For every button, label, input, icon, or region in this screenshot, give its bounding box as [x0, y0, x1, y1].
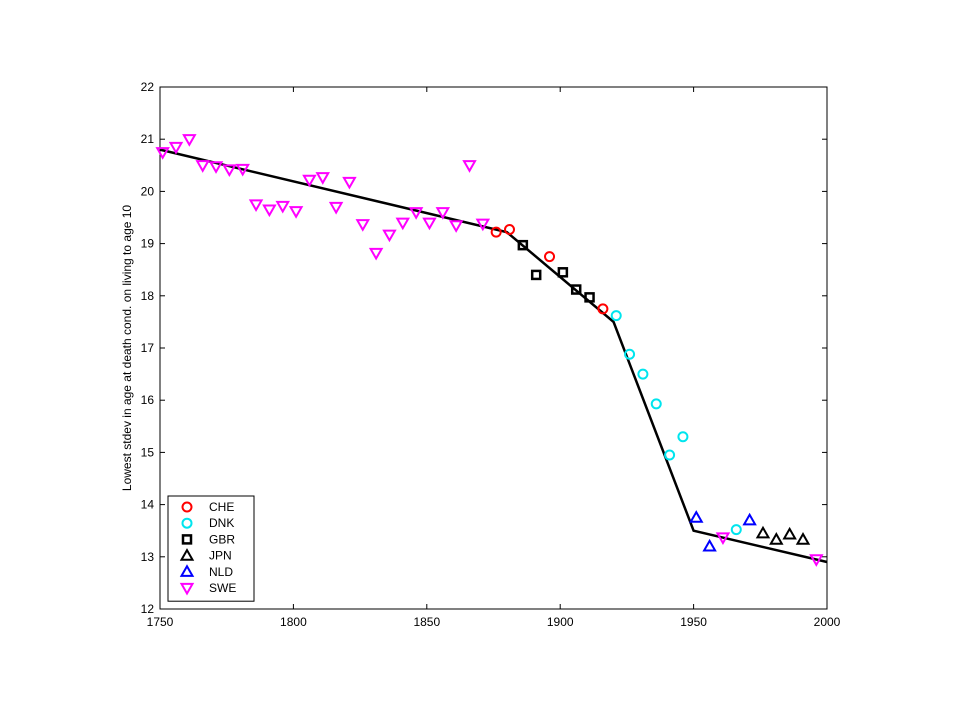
data-point-swe — [248, 199, 264, 212]
legend-marker-nld — [179, 564, 195, 577]
data-point-swe — [809, 554, 824, 567]
data-point-swe — [422, 217, 437, 231]
data-point-swe — [155, 147, 170, 160]
axis-ticks: 1750 1800 1850 1900 1950 2000 12 13 14 15 16 17 18 19… — [141, 80, 841, 629]
legend-marker-dnk — [181, 517, 193, 529]
y-tick-label: 19 — [141, 237, 155, 251]
legend-label-gbr: GBR — [209, 532, 235, 546]
data-point-jpn — [769, 532, 784, 545]
legend: CHE DNK GBR JPN NLD SWE — [167, 495, 255, 602]
data-point-nld — [689, 510, 704, 523]
data-point-nld — [742, 512, 757, 526]
data-point-swe — [395, 217, 411, 231]
fit-line-path — [159, 148, 828, 564]
data-point-swe — [195, 160, 210, 173]
plot-area-border — [159, 86, 828, 610]
series-che — [490, 224, 609, 315]
y-tick-label: 20 — [141, 184, 155, 198]
data-point-swe — [475, 218, 491, 232]
x-tick-label: 1950 — [680, 615, 707, 629]
data-point-jpn — [755, 525, 771, 539]
data-point-swe — [182, 134, 197, 147]
data-point-gbr — [530, 269, 542, 281]
series-nld — [689, 510, 757, 552]
data-point-nld — [702, 538, 717, 552]
data-point-swe — [315, 172, 330, 185]
data-point-che — [597, 303, 609, 315]
data-point-dnk — [624, 348, 636, 360]
y-tick-label: 22 — [141, 80, 155, 94]
data-point-swe — [408, 207, 424, 220]
data-point-dnk — [650, 398, 662, 410]
y-tick-label: 18 — [141, 289, 155, 303]
data-point-gbr — [557, 267, 569, 278]
data-point-swe — [288, 206, 304, 219]
data-point-gbr — [570, 284, 582, 295]
series-jpn — [755, 525, 811, 545]
data-point-jpn — [795, 532, 811, 545]
data-point-dnk — [730, 524, 742, 536]
data-point-swe — [368, 247, 384, 261]
data-point-swe — [715, 532, 731, 546]
data-point-che — [544, 251, 556, 263]
y-axis-label: Lowest stdev in age at death cond. on li… — [120, 205, 134, 492]
legend-label-nld: NLD — [209, 565, 233, 579]
data-point-swe — [262, 204, 277, 218]
data-point-gbr — [517, 239, 529, 251]
legend-marker-che — [181, 501, 193, 513]
data-point-dnk — [664, 449, 676, 461]
data-point-che — [490, 226, 502, 238]
x-tick-label: 1850 — [413, 615, 440, 629]
x-tick-label: 1800 — [280, 615, 307, 629]
data-point-swe — [462, 160, 477, 173]
y-tick-label: 17 — [141, 341, 155, 355]
data-point-dnk — [637, 368, 649, 380]
y-tick-label: 12 — [141, 602, 155, 616]
y-tick-label: 13 — [141, 550, 155, 564]
y-tick-label: 15 — [141, 445, 155, 459]
data-point-swe — [435, 207, 451, 220]
data-point-swe — [342, 176, 357, 190]
legend-marker-gbr — [181, 534, 193, 545]
series-gbr — [517, 239, 595, 303]
data-point-swe — [275, 200, 290, 214]
data-points — [155, 134, 824, 567]
legend-label-dnk: DNK — [209, 516, 234, 530]
x-tick-label: 1750 — [147, 615, 174, 629]
legend-marker-swe — [179, 582, 195, 596]
data-point-swe — [222, 164, 237, 177]
y-tick-label: 16 — [141, 393, 155, 407]
data-point-dnk — [610, 310, 622, 322]
legend-marker-jpn — [179, 548, 195, 561]
y-tick-label: 14 — [141, 498, 155, 512]
legend-label-jpn: JPN — [209, 549, 232, 563]
x-tick-label: 1900 — [547, 615, 574, 629]
data-point-swe — [355, 219, 370, 232]
data-point-swe — [208, 161, 224, 174]
data-point-dnk — [677, 431, 689, 443]
x-tick-label: 2000 — [814, 615, 841, 629]
fit-line — [159, 148, 828, 564]
data-point-che — [504, 224, 516, 236]
data-point-swe — [448, 220, 464, 233]
data-point-swe — [168, 141, 184, 155]
series-swe — [155, 134, 824, 567]
data-point-swe — [328, 201, 344, 215]
data-point-swe — [302, 174, 317, 188]
legend-label-che: CHE — [209, 500, 234, 514]
data-point-jpn — [782, 526, 797, 540]
y-tick-label: 21 — [141, 132, 155, 146]
series-dnk — [610, 310, 742, 536]
plot-frame — [159, 86, 828, 610]
data-point-gbr — [584, 292, 595, 303]
legend-label-swe: SWE — [209, 581, 236, 595]
data-point-swe — [382, 229, 397, 243]
data-point-swe — [235, 163, 250, 177]
